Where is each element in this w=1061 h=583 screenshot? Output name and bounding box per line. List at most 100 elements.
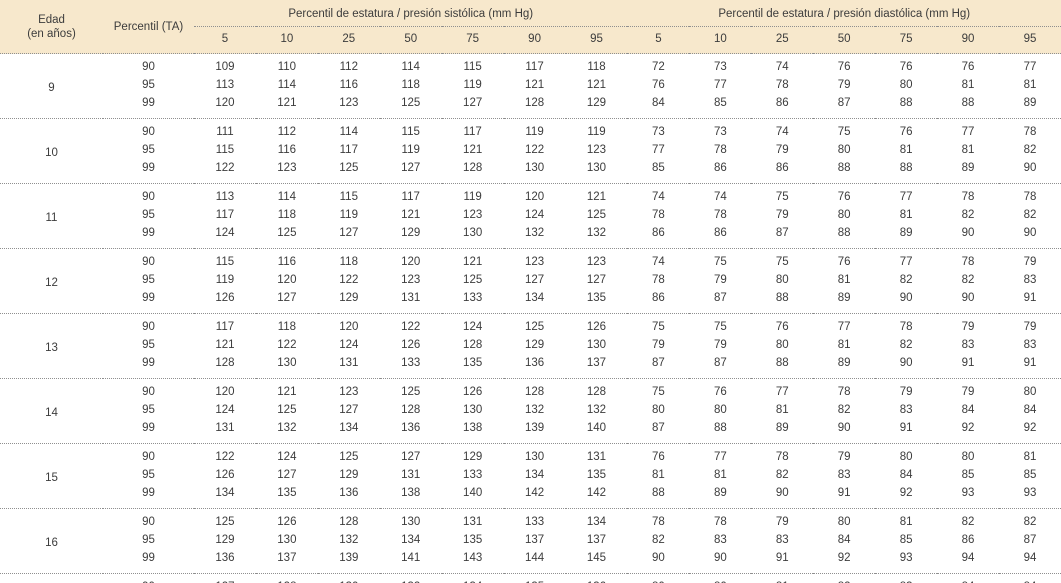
diastolic-value-cell: 78 [899, 321, 913, 333]
systolic-value-cell: 126 [586, 321, 607, 333]
systolic-value-cell: 140 [463, 487, 483, 499]
systolic-value-cell: 132 [339, 534, 359, 546]
diastolic-value-cell: 81 [751, 574, 813, 583]
table-row: 99 124 125 127 129 130 132 132 86 86 87 88 89 90 90 [0, 225, 1061, 249]
systolic-value-cell: 134 [524, 292, 545, 304]
subheader-systolic-75: 75 [466, 33, 480, 45]
subheader-row: 5 10 25 50 75 90 95 5 10 25 50 75 90 95 [0, 27, 1061, 54]
systolic-value-cell: 130 [401, 516, 421, 528]
systolic-value-cell: 120 [339, 321, 359, 333]
diastolic-value-cell: 78 [1023, 191, 1037, 203]
diastolic-value-cell: 80 [775, 339, 789, 351]
systolic-value-cell: 129 [463, 451, 483, 463]
systolic-value-cell: 134 [339, 422, 359, 434]
systolic-value-cell: 136 [566, 574, 628, 583]
diastolic-value-cell: 82 [961, 516, 975, 528]
systolic-value-cell: 121 [463, 144, 483, 156]
systolic-value-cell: 128 [524, 97, 545, 109]
systolic-value-cell: 145 [586, 552, 607, 564]
diastolic-value-cell: 89 [837, 357, 851, 369]
systolic-value-cell: 115 [463, 61, 482, 73]
ta-percentile-cell: 95 [142, 144, 155, 156]
age-cell: 15 [45, 471, 58, 484]
systolic-value-cell: 124 [339, 339, 359, 351]
systolic-value-cell: 114 [401, 61, 420, 73]
table-row: 95 124 125 127 128 130 132 132 80 80 81 82 83 84 84 [0, 402, 1061, 420]
systolic-value-cell: 123 [586, 256, 607, 268]
systolic-value-cell: 125 [401, 97, 421, 109]
systolic-value-cell: 116 [277, 256, 297, 268]
ta-percentile-cell: 95 [142, 534, 155, 546]
diastolic-value-cell: 83 [837, 469, 851, 481]
systolic-value-cell: 117 [463, 126, 482, 138]
systolic-value-cell: 128 [524, 386, 545, 398]
subheader-systolic-90: 90 [528, 33, 541, 45]
diastolic-value-cell: 79 [837, 451, 851, 463]
systolic-value-cell: 122 [215, 451, 235, 463]
systolic-value-cell: 117 [215, 321, 235, 333]
diastolic-value-cell: 88 [652, 487, 665, 499]
diastolic-value-cell: 89 [837, 292, 851, 304]
diastolic-value-cell: 91 [961, 357, 975, 369]
age-group-9: 9 90 109 110 112 114 115 117 118 72 73 74 76 76 76 77 95… [0, 53, 1061, 119]
systolic-value-cell: 124 [463, 321, 483, 333]
table-row: 13 90 117 118 120 122 124 125 126 75 75 76 77 78 79 79 [0, 314, 1061, 354]
header-group-diastolic: Percentil de estatura / presión diastóli… [627, 0, 1061, 27]
systolic-value-cell: 121 [586, 79, 607, 91]
systolic-value-cell: 110 [277, 61, 297, 73]
systolic-value-cell: 126 [215, 292, 235, 304]
ta-percentile-cell: 90 [142, 386, 155, 398]
subheader-systolic-5: 5 [221, 33, 229, 45]
diastolic-value-cell: 74 [775, 61, 789, 73]
systolic-value-cell: 124 [215, 227, 235, 239]
diastolic-value-cell: 87 [1023, 534, 1037, 546]
diastolic-value-cell: 90 [961, 292, 975, 304]
systolic-value-cell: 119 [339, 209, 358, 221]
systolic-value-cell: 131 [339, 357, 359, 369]
systolic-value-cell: 135 [586, 292, 607, 304]
systolic-value-cell: 120 [215, 386, 235, 398]
systolic-value-cell: 124 [215, 404, 235, 416]
diastolic-value-cell: 91 [1023, 292, 1037, 304]
systolic-value-cell: 121 [401, 209, 421, 221]
diastolic-value-cell: 86 [652, 227, 665, 239]
diastolic-value-cell: 73 [652, 126, 665, 138]
diastolic-value-cell: 88 [899, 162, 913, 174]
systolic-value-cell: 117 [215, 209, 235, 221]
systolic-value-cell: 119 [525, 126, 544, 138]
systolic-value-cell: 122 [524, 144, 545, 156]
systolic-value-cell: 120 [401, 256, 421, 268]
diastolic-value-cell: 81 [1023, 451, 1037, 463]
diastolic-value-cell: 82 [775, 469, 789, 481]
systolic-value-cell: 120 [277, 274, 297, 286]
diastolic-value-cell: 84 [937, 574, 999, 583]
age-cell: 17 [0, 574, 103, 583]
ta-percentile-cell: 95 [142, 404, 155, 416]
systolic-value-cell: 122 [277, 339, 297, 351]
diastolic-value-cell: 85 [899, 534, 913, 546]
diastolic-value-cell: 88 [775, 292, 789, 304]
diastolic-value-cell: 76 [652, 451, 665, 463]
ta-percentile-cell: 99 [142, 227, 155, 239]
diastolic-value-cell: 72 [652, 61, 665, 73]
systolic-value-cell: 137 [586, 357, 607, 369]
systolic-value-cell: 133 [463, 292, 483, 304]
header-age-line1: Edad [38, 13, 65, 26]
diastolic-value-cell: 78 [713, 209, 727, 221]
diastolic-value-cell: 89 [1023, 97, 1037, 109]
subheader-systolic-95: 95 [590, 33, 603, 45]
diastolic-value-cell: 90 [1023, 162, 1037, 174]
systolic-value-cell: 128 [256, 574, 318, 583]
systolic-value-cell: 144 [524, 552, 545, 564]
ta-percentile-cell: 90 [142, 191, 155, 203]
systolic-value-cell: 130 [277, 357, 297, 369]
systolic-value-cell: 113 [215, 79, 235, 91]
table-row: 95 113 114 116 118 119 121 121 76 77 78 79 80 81 81 [0, 77, 1061, 95]
systolic-value-cell: 128 [463, 162, 483, 174]
systolic-value-cell: 115 [401, 126, 420, 138]
systolic-value-cell: 126 [277, 516, 297, 528]
systolic-value-cell: 127 [277, 469, 297, 481]
diastolic-value-cell: 86 [775, 97, 789, 109]
systolic-value-cell: 119 [401, 144, 420, 156]
diastolic-value-cell: 73 [713, 61, 727, 73]
